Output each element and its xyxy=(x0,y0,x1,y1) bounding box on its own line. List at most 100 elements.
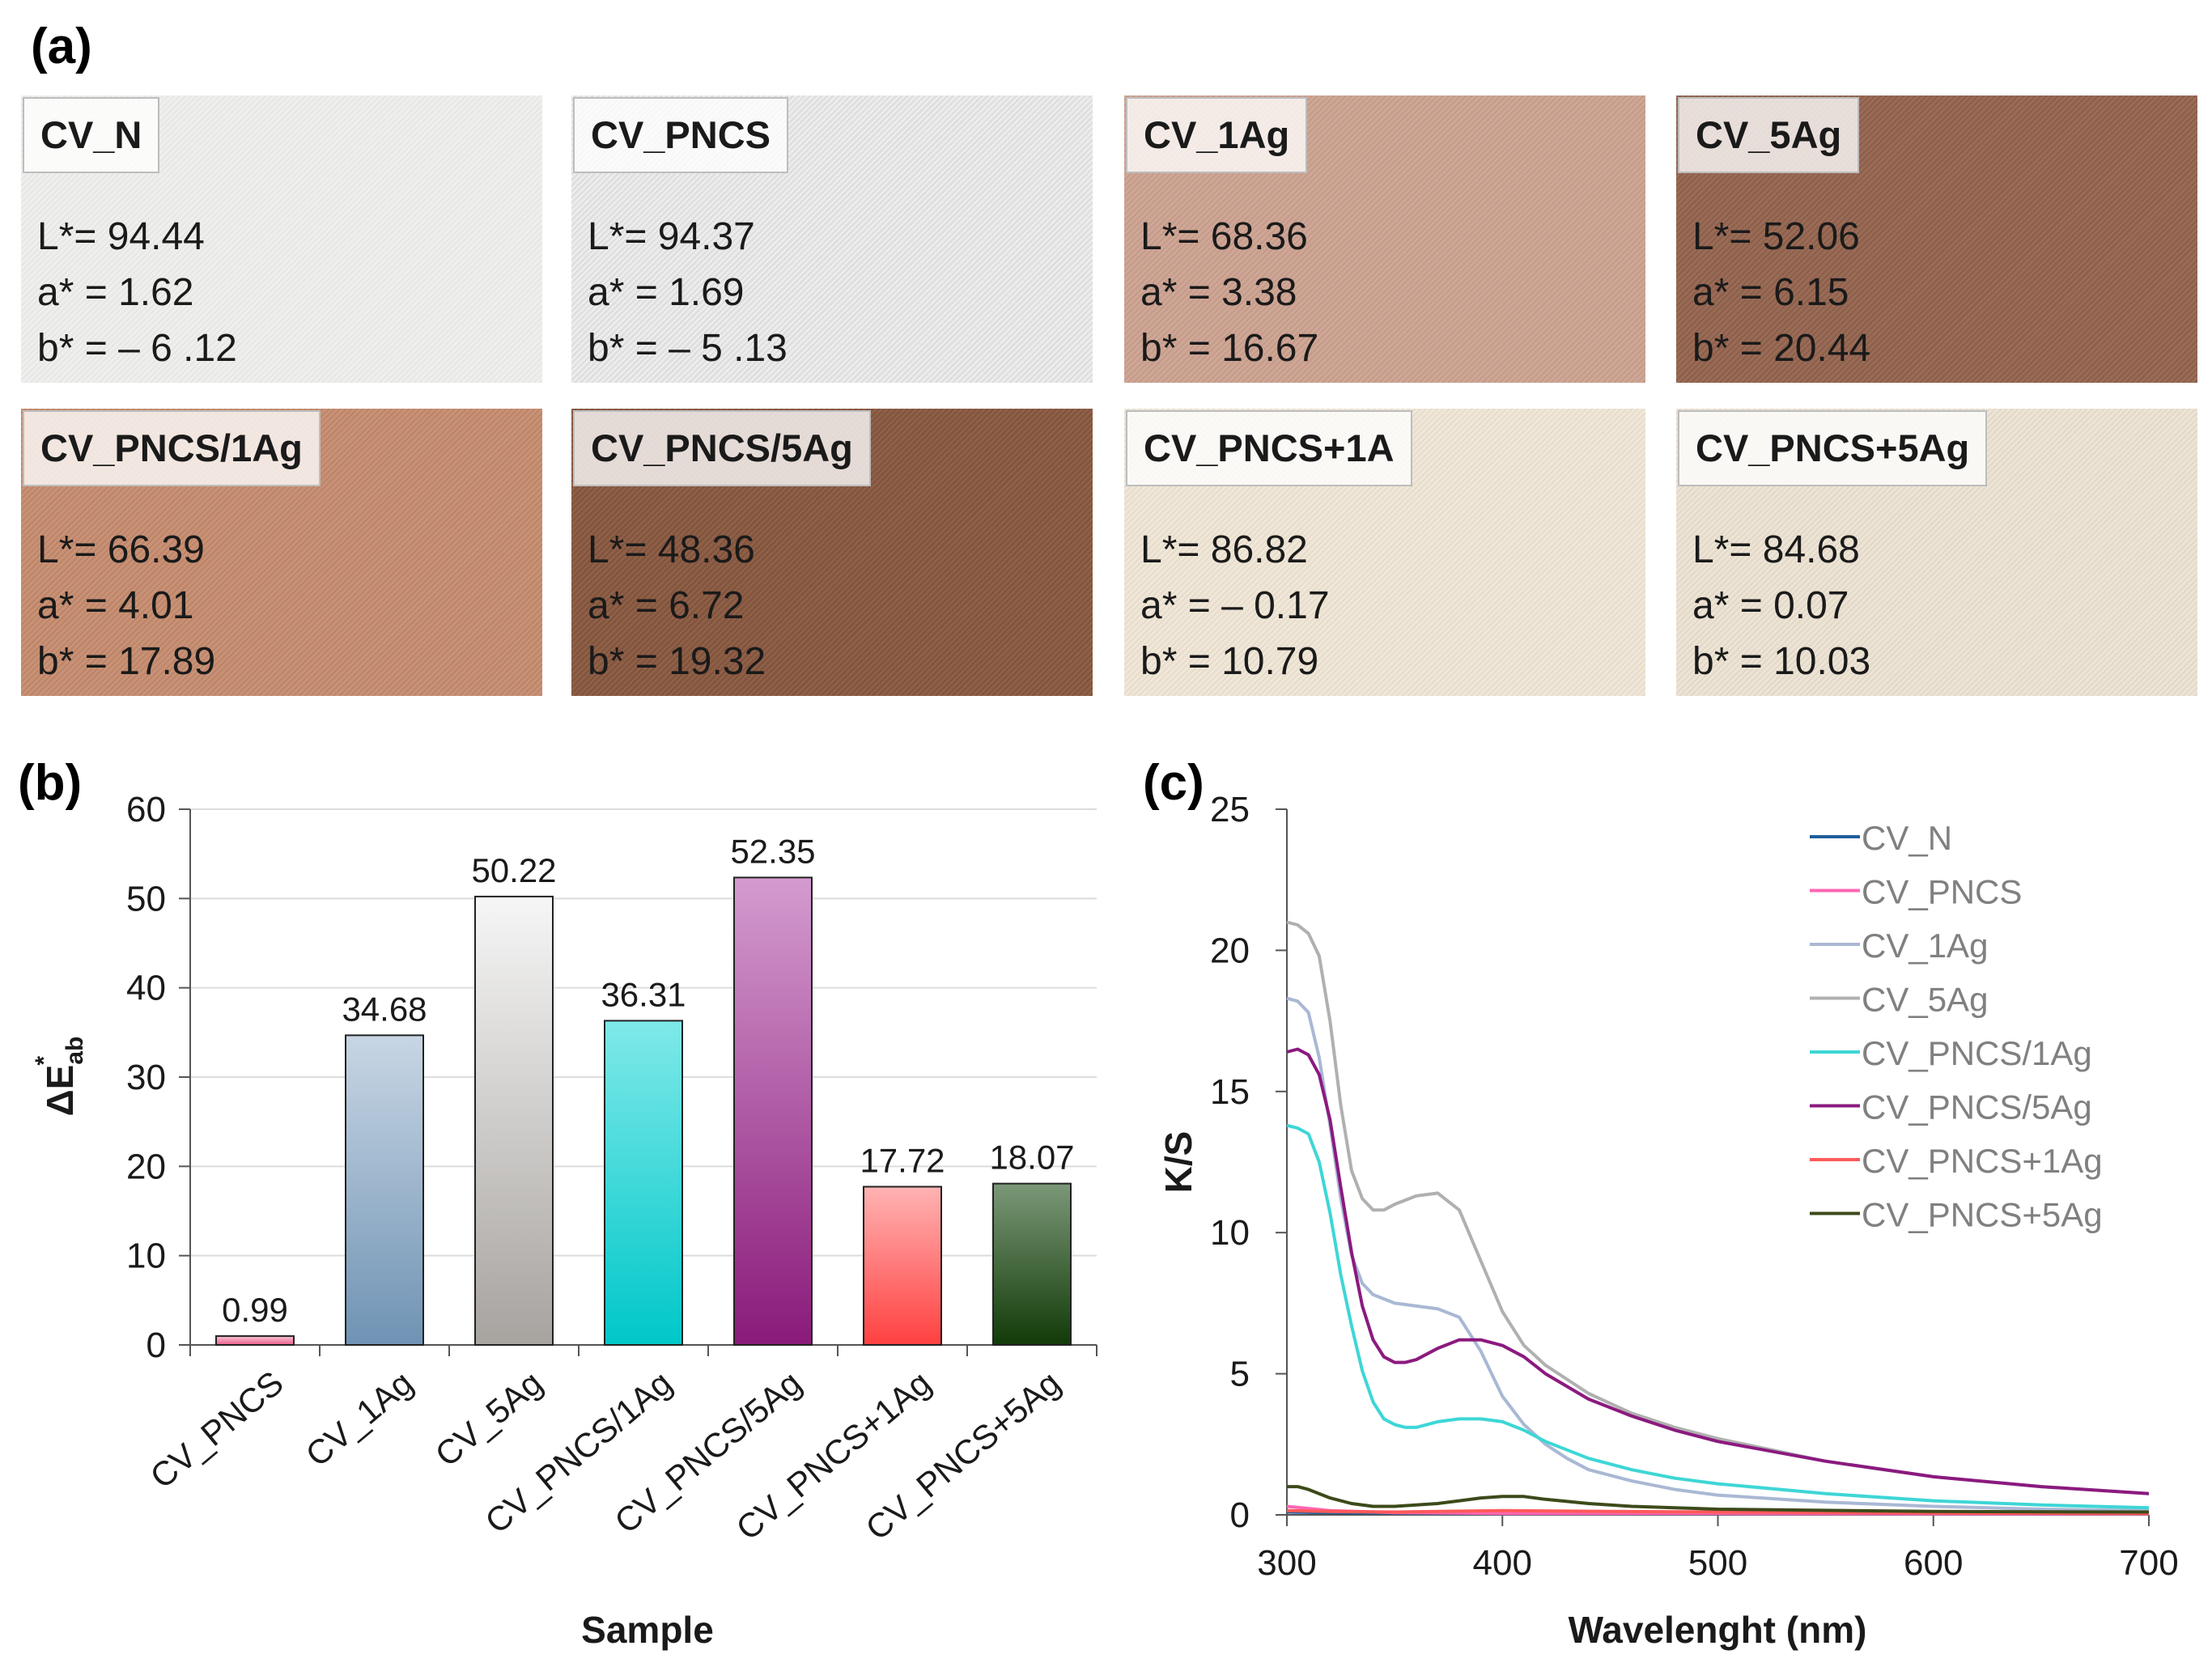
y-tick-label: 0 xyxy=(1230,1495,1250,1535)
bar-data-label: 17.72 xyxy=(860,1141,945,1179)
swatch-name: CV_PNCS+5Ag xyxy=(1678,410,1988,486)
y-tick-label: 0 xyxy=(146,1326,166,1365)
x-category-label: CV_5Ag xyxy=(428,1364,550,1474)
y-tick-label: 15 xyxy=(1210,1072,1250,1112)
swatch-a-value: a* = 1.62 xyxy=(37,271,194,314)
swatch-a-value: a* = 0.07 xyxy=(1692,584,1849,627)
swatch-b-value: b* = – 5 .13 xyxy=(588,327,788,370)
swatch-values: L*= 86.82 a* = – 0.17 b* = 10.79 xyxy=(1140,522,1330,689)
bar-data-label: 34.68 xyxy=(342,990,427,1028)
swatch-b-value: b* = 17.89 xyxy=(37,640,216,683)
y-tick-label: 5 xyxy=(1230,1355,1250,1394)
y-tick-label: 10 xyxy=(126,1236,166,1276)
fabric-swatch: CV_PNCS/1Ag L*= 66.39 a* = 4.01 b* = 17.89 xyxy=(21,409,542,696)
swatch-b-value: b* = – 6 .12 xyxy=(37,327,237,370)
swatch-name: CV_PNCS xyxy=(573,97,789,173)
fabric-swatch: CV_N L*= 94.44 a* = 1.62 b* = – 6 .12 xyxy=(21,95,542,383)
bar xyxy=(992,1182,1072,1347)
legend-label: CV_PNCS+5Ag xyxy=(1862,1196,2103,1234)
y-tick-label: 20 xyxy=(126,1147,166,1186)
swatch-b-value: b* = 20.44 xyxy=(1692,327,1871,370)
y-tick-label: 30 xyxy=(126,1058,166,1097)
fabric-swatch: CV_1Ag L*= 68.36 a* = 3.38 b* = 16.67 xyxy=(1124,95,1645,383)
swatch-l-value: L*= 94.44 xyxy=(37,215,205,258)
swatch-a-value: a* = 6.72 xyxy=(588,584,745,627)
y-tick-label: 50 xyxy=(126,879,166,918)
x-tick-label: 300 xyxy=(1257,1543,1316,1583)
swatch-l-value: L*= 52.06 xyxy=(1692,215,1860,258)
x-category-label: CV_1Ag xyxy=(299,1364,420,1474)
swatch-a-value: a* = – 0.17 xyxy=(1140,584,1330,627)
swatch-values: L*= 48.36 a* = 6.72 b* = 19.32 xyxy=(588,522,766,689)
y-tick-label: 40 xyxy=(126,969,166,1008)
swatch-a-value: a* = 4.01 xyxy=(37,584,194,627)
bar xyxy=(215,1335,295,1347)
swatch-name: CV_5Ag xyxy=(1678,97,1860,173)
swatch-name: CV_PNCS/1Ag xyxy=(23,410,321,486)
bar xyxy=(604,1020,683,1346)
x-axis-title: Wavelenght (nm) xyxy=(1569,1609,1867,1651)
swatch-name: CV_PNCS/5Ag xyxy=(573,410,871,486)
legend-label: CV_PNCS+1Ag xyxy=(1862,1142,2103,1180)
series-line xyxy=(1286,1047,2150,1495)
swatch-b-value: b* = 10.79 xyxy=(1140,640,1319,683)
bar-data-label: 50.22 xyxy=(471,851,556,889)
fabric-swatch: CV_PNCS+1A L*= 86.82 a* = – 0.17 b* = 10.79 xyxy=(1124,409,1645,696)
swatch-values: L*= 94.37 a* = 1.69 b* = – 5 .13 xyxy=(588,209,788,376)
legend-label: CV_PNCS/1Ag xyxy=(1862,1034,2092,1072)
series-line xyxy=(1286,1123,2150,1510)
swatch-values: L*= 94.44 a* = 1.62 b* = – 6 .12 xyxy=(37,209,237,376)
swatch-a-value: a* = 6.15 xyxy=(1692,271,1849,314)
x-tick-label: 600 xyxy=(1904,1543,1963,1583)
y-axis-title: ΔEab* xyxy=(31,1037,88,1117)
x-tick-label: 500 xyxy=(1688,1543,1747,1583)
x-axis-title: Sample xyxy=(581,1609,714,1651)
bar-data-label: 36.31 xyxy=(601,975,686,1013)
x-tick-label: 400 xyxy=(1473,1543,1532,1583)
swatch-name: CV_PNCS+1A xyxy=(1126,410,1412,486)
swatch-b-value: b* = 19.32 xyxy=(588,640,766,683)
fabric-swatch: CV_PNCS+5Ag L*= 84.68 a* = 0.07 b* = 10.03 xyxy=(1676,409,2197,696)
swatch-a-value: a* = 1.69 xyxy=(588,271,745,314)
fabric-swatch: CV_PNCS/5Ag L*= 48.36 a* = 6.72 b* = 19.32 xyxy=(571,409,1093,696)
series-line xyxy=(1286,1508,2150,1516)
swatch-l-value: L*= 86.82 xyxy=(1140,528,1308,571)
legend-label: CV_N xyxy=(1862,819,1952,857)
legend-label: CV_PNCS xyxy=(1862,873,2022,911)
series-line xyxy=(1286,920,2150,1495)
x-tick-label: 700 xyxy=(2119,1543,2178,1583)
swatch-a-value: a* = 3.38 xyxy=(1140,271,1297,314)
swatch-values: L*= 68.36 a* = 3.38 b* = 16.67 xyxy=(1140,209,1318,376)
y-tick-label: 10 xyxy=(1210,1213,1250,1253)
y-tick-label: 60 xyxy=(126,790,166,829)
bar xyxy=(474,895,554,1346)
swatch-name: CV_N xyxy=(23,97,160,173)
bar-chart: 0 10 20 30 40 50 60 0.99 CV_PNCS 34.68 CV_1Ag 50.22… xyxy=(31,790,1098,1651)
swatch-values: L*= 52.06 a* = 6.15 b* = 20.44 xyxy=(1692,209,1870,376)
bar xyxy=(733,876,813,1346)
series-line xyxy=(1287,1485,2150,1514)
swatch-l-value: L*= 68.36 xyxy=(1140,215,1308,258)
fabric-swatch: CV_5Ag L*= 52.06 a* = 6.15 b* = 20.44 xyxy=(1676,95,2197,383)
y-tick-label: 20 xyxy=(1210,931,1250,970)
x-category-label: CV_PNCS xyxy=(143,1364,291,1496)
legend-label: CV_5Ag xyxy=(1862,981,1988,1019)
y-tick-label: 25 xyxy=(1210,790,1250,829)
series-line xyxy=(1286,1510,2149,1516)
swatch-l-value: L*= 66.39 xyxy=(37,528,205,571)
legend-label: CV_1Ag xyxy=(1862,927,1988,965)
swatch-l-value: L*= 84.68 xyxy=(1692,528,1860,571)
fabric-swatch: CV_PNCS L*= 94.37 a* = 1.69 b* = – 5 .13 xyxy=(571,95,1093,383)
bar-data-label: 18.07 xyxy=(989,1139,1074,1177)
panel-b-label: (b) xyxy=(18,755,83,811)
panel-c-label: (c) xyxy=(1143,755,1204,811)
y-axis-title: K/S xyxy=(1157,1131,1199,1194)
bar xyxy=(863,1186,942,1347)
swatch-l-value: L*= 48.36 xyxy=(588,528,755,571)
panel-a-label: (a) xyxy=(31,19,92,74)
swatch-name: CV_1Ag xyxy=(1126,97,1308,173)
swatch-values: L*= 66.39 a* = 4.01 b* = 17.89 xyxy=(37,522,215,689)
swatch-b-value: b* = 10.03 xyxy=(1692,640,1871,683)
bar-data-label: 52.35 xyxy=(730,832,815,870)
swatch-l-value: L*= 94.37 xyxy=(588,215,755,258)
